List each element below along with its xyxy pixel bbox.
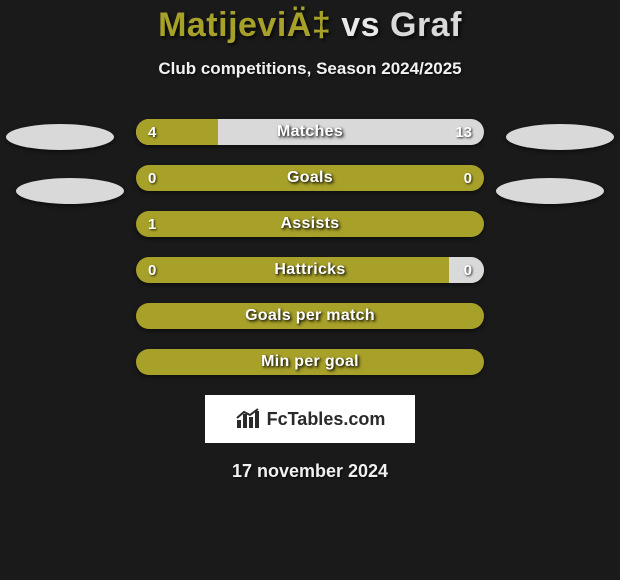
stat-label: Assists — [136, 211, 484, 237]
stat-label: Hattricks — [136, 257, 484, 283]
stat-value-left: 4 — [148, 119, 156, 145]
page-title: MatijeviÄ‡ vs Graf — [0, 6, 620, 45]
stat-value-right: 0 — [464, 165, 472, 191]
comparison-card: MatijeviÄ‡ vs Graf Club competitions, Se… — [0, 0, 620, 482]
side-ellipse-left — [6, 124, 114, 150]
watermark-text: FcTables.com — [267, 409, 386, 430]
stat-label: Matches — [136, 119, 484, 145]
stat-label: Min per goal — [136, 349, 484, 375]
stat-value-right: 0 — [464, 257, 472, 283]
player-b-name: Graf — [390, 6, 462, 44]
side-ellipse-right — [506, 124, 614, 150]
stat-label: Goals per match — [136, 303, 484, 329]
stat-value-right: 13 — [455, 119, 472, 145]
subtitle: Club competitions, Season 2024/2025 — [0, 59, 620, 79]
stat-value-left: 0 — [148, 165, 156, 191]
side-ellipse-right — [496, 178, 604, 204]
stat-value-left: 1 — [148, 211, 156, 237]
stat-row: Min per goal — [136, 349, 484, 375]
chart-icon — [235, 408, 261, 430]
stat-rows: Matches413Goals00Assists1Hattricks00Goal… — [136, 119, 484, 375]
date-text: 17 november 2024 — [0, 461, 620, 482]
stat-row: Matches4 13 — [136, 119, 484, 145]
stat-row: Goals per match — [136, 303, 484, 329]
stat-row: Assists1 — [136, 211, 484, 237]
watermark: FcTables.com — [205, 395, 415, 443]
stat-value-left: 0 — [148, 257, 156, 283]
player-a-name: MatijeviÄ‡ — [158, 6, 331, 44]
vs-text: vs — [341, 6, 380, 44]
stat-label: Goals — [136, 165, 484, 191]
side-ellipse-left — [16, 178, 124, 204]
stat-row: Hattricks0 0 — [136, 257, 484, 283]
stat-row: Goals0 0 — [136, 165, 484, 191]
